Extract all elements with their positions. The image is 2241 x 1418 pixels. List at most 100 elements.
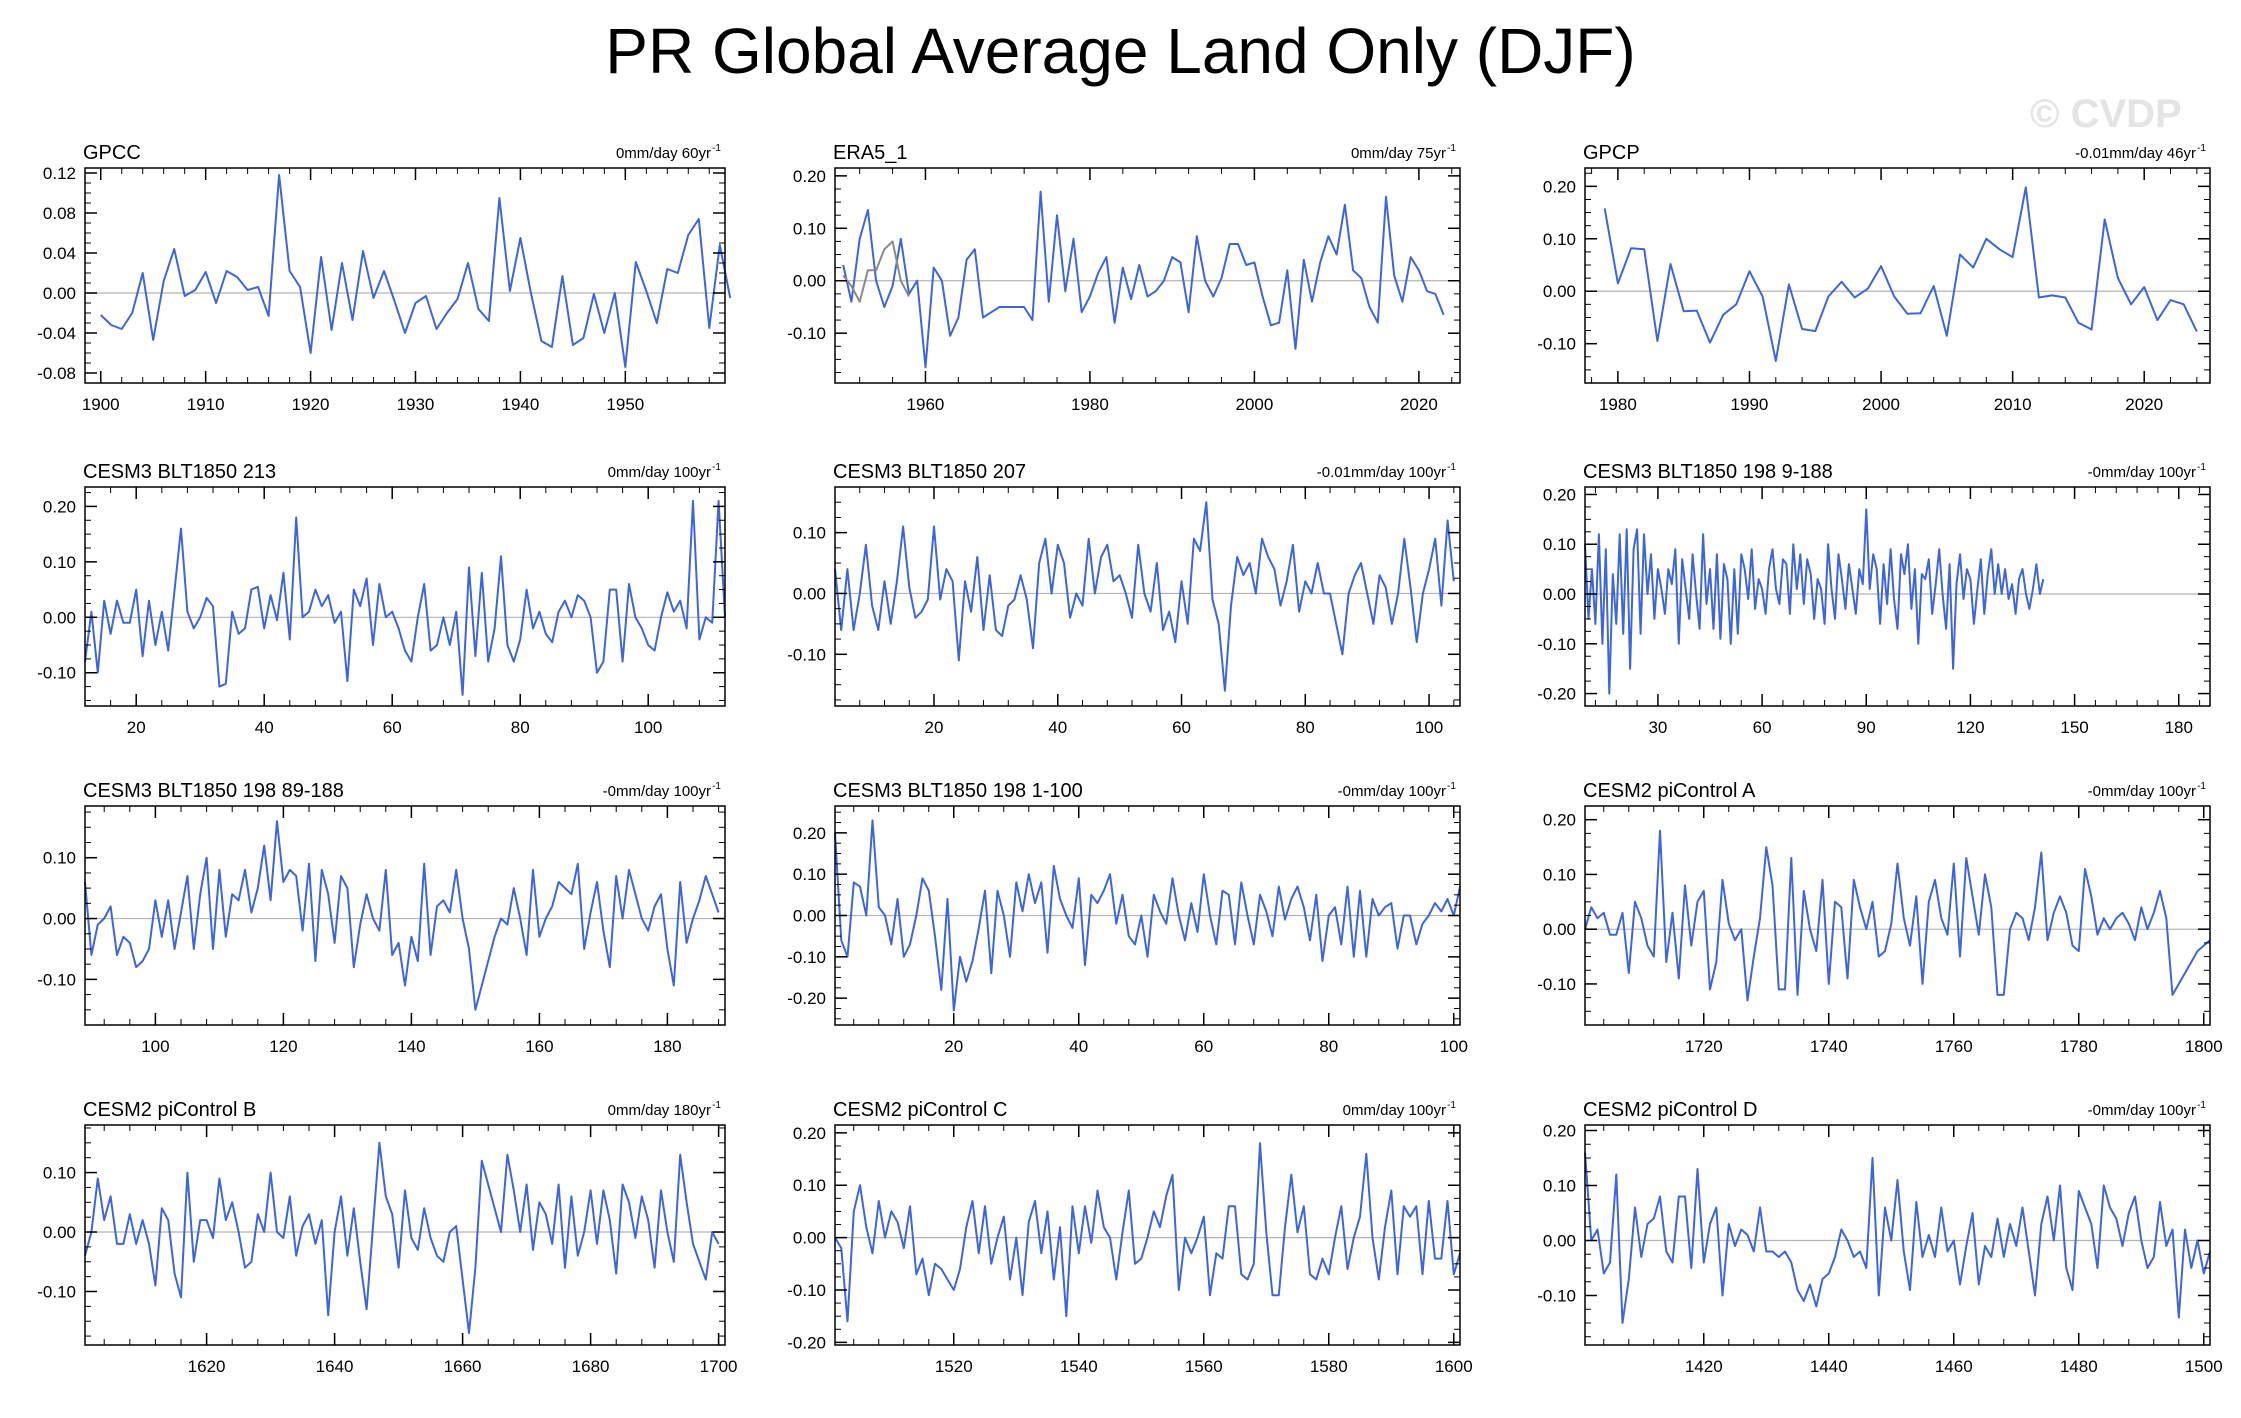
x-tick-label: 160 bbox=[525, 1037, 553, 1056]
x-tick-label: 20 bbox=[944, 1037, 963, 1056]
series-line bbox=[84, 1141, 720, 1335]
y-tick-label: -0.10 bbox=[787, 1281, 826, 1300]
panel-title: CESM3 BLT1850 207 bbox=[833, 461, 1026, 483]
plot-frame bbox=[84, 1124, 726, 1346]
series-line bbox=[100, 174, 732, 368]
x-tick-label: 40 bbox=[1069, 1037, 1088, 1056]
x-tick-label: 180 bbox=[2165, 718, 2193, 737]
x-tick-label: 1990 bbox=[1731, 395, 1769, 414]
trend-annotation-superscript: -1 bbox=[1447, 781, 1456, 792]
trend-annotation: 0mm/day 100yr bbox=[1343, 1102, 1446, 1119]
y-tick-label: -0.10 bbox=[37, 1282, 76, 1301]
y-tick-label: -0.04 bbox=[37, 324, 76, 343]
y-tick-label: -0.10 bbox=[1537, 335, 1576, 354]
y-tick-label: 0.00 bbox=[1543, 585, 1576, 604]
y-tick-label: 0.20 bbox=[793, 167, 826, 186]
y-tick-label: 0.10 bbox=[793, 865, 826, 884]
panel-11: -0.20 -0.10 0.00 0.10 0.20 1520 1540 1560 1580 16… bbox=[787, 1099, 1472, 1376]
x-tick-label: 2010 bbox=[1994, 395, 2032, 414]
x-tick-label: 1910 bbox=[187, 395, 225, 414]
y-tick-label: 0.00 bbox=[43, 910, 76, 929]
x-tick-label: 1620 bbox=[188, 1357, 226, 1376]
y-tick-label: 0.10 bbox=[43, 849, 76, 868]
trend-annotation: -0mm/day 100yr bbox=[2088, 464, 2196, 481]
x-tick-label: 100 bbox=[634, 718, 662, 737]
panel-title: CESM3 BLT1850 198 89-188 bbox=[83, 780, 344, 802]
series-line bbox=[1584, 508, 2045, 695]
x-tick-label: 90 bbox=[1857, 718, 1876, 737]
trend-annotation: -0mm/day 100yr bbox=[603, 783, 711, 800]
trend-annotation: -0.01mm/day 46yr bbox=[2075, 145, 2196, 162]
x-tick-label: 100 bbox=[141, 1037, 169, 1056]
x-tick-label: 1420 bbox=[1685, 1357, 1723, 1376]
y-tick-label: -0.10 bbox=[37, 970, 76, 989]
x-tick-label: 1940 bbox=[501, 395, 539, 414]
plot-frame bbox=[84, 486, 726, 707]
panel-title: CESM3 BLT1850 198 1-100 bbox=[833, 780, 1083, 802]
x-tick-label: 140 bbox=[397, 1037, 425, 1056]
x-tick-label: 1580 bbox=[1310, 1357, 1348, 1376]
trend-annotation-superscript: -1 bbox=[2197, 781, 2206, 792]
y-tick-label: -0.10 bbox=[787, 948, 826, 967]
trend-annotation-superscript: -1 bbox=[1447, 143, 1456, 154]
x-tick-label: 1930 bbox=[397, 395, 435, 414]
y-tick-label: 0.00 bbox=[1543, 282, 1576, 301]
panel-title: GPCP bbox=[1583, 142, 1640, 164]
y-tick-label: -0.10 bbox=[1537, 975, 1576, 994]
y-tick-label: 0.00 bbox=[793, 584, 826, 603]
y-tick-label: 0.00 bbox=[43, 608, 76, 627]
y-tick-label: 0.20 bbox=[793, 1124, 826, 1143]
x-tick-label: 2020 bbox=[1400, 395, 1438, 414]
trend-annotation: -0mm/day 100yr bbox=[2088, 783, 2196, 800]
panel-9: -0.10 0.00 0.10 0.20 1720 1740 1760 1780 1800 CES… bbox=[1537, 780, 2222, 1056]
plot-frame bbox=[834, 167, 1461, 384]
y-tick-label: -0.10 bbox=[787, 324, 826, 343]
trend-annotation-superscript: -1 bbox=[712, 462, 721, 473]
y-tick-label: 0.12 bbox=[43, 164, 76, 183]
series-line bbox=[84, 499, 726, 696]
plot-frame bbox=[1584, 805, 2211, 1026]
panel-7: -0.10 0.00 0.10 100 120 140 160 180 CESM3 BLT185… bbox=[37, 780, 726, 1056]
series-line bbox=[834, 819, 1461, 1012]
series-line bbox=[1584, 829, 2211, 1002]
x-tick-label: 80 bbox=[1319, 1037, 1338, 1056]
trend-annotation-superscript: -1 bbox=[1447, 462, 1456, 473]
panel-8: -0.20 -0.10 0.00 0.10 0.20 20 40 60 80 100 CESM3 B… bbox=[787, 780, 1468, 1056]
y-tick-label: 0.00 bbox=[43, 1223, 76, 1242]
x-tick-label: 20 bbox=[925, 718, 944, 737]
y-tick-label: 0.10 bbox=[1543, 865, 1576, 884]
panel-title: CESM2 piControl A bbox=[1583, 780, 1756, 802]
y-tick-label: 0.00 bbox=[43, 284, 76, 303]
trend-annotation: -0mm/day 100yr bbox=[2088, 1102, 2196, 1119]
panel-4: -0.10 0.00 0.10 0.20 20 40 60 80 100 CESM3 BLT185… bbox=[37, 461, 726, 737]
y-tick-label: -0.10 bbox=[1537, 635, 1576, 654]
x-tick-label: 60 bbox=[1172, 718, 1191, 737]
x-tick-label: 1600 bbox=[1435, 1357, 1473, 1376]
series-line bbox=[1584, 1152, 2211, 1324]
y-tick-label: -0.10 bbox=[1537, 1287, 1576, 1306]
x-tick-label: 2000 bbox=[1235, 395, 1273, 414]
x-tick-label: 1760 bbox=[1935, 1037, 1973, 1056]
trend-annotation-superscript: -1 bbox=[2197, 1100, 2206, 1111]
y-tick-label: -0.08 bbox=[37, 364, 76, 383]
y-tick-label: 0.20 bbox=[1543, 1122, 1576, 1141]
x-tick-label: 1960 bbox=[907, 395, 945, 414]
panel-1: -0.08 -0.04 0.00 0.04 0.08 0.12 1900 1910 1920 19… bbox=[37, 142, 732, 414]
x-tick-label: 1950 bbox=[606, 395, 644, 414]
x-tick-label: 120 bbox=[1956, 718, 1984, 737]
x-tick-label: 20 bbox=[127, 718, 146, 737]
y-tick-label: 0.00 bbox=[793, 1229, 826, 1248]
x-tick-label: 180 bbox=[653, 1037, 681, 1056]
y-tick-label: 0.04 bbox=[43, 244, 76, 263]
panel-title: CESM2 piControl C bbox=[833, 1099, 1008, 1121]
reference-series-line bbox=[842, 240, 910, 303]
plot-frame bbox=[834, 486, 1461, 707]
trend-annotation: 0mm/day 60yr bbox=[616, 145, 711, 162]
panel-2: -0.10 0.00 0.10 0.20 1960 1980 2000 2020 ERA5_1 0… bbox=[787, 142, 1461, 414]
x-tick-label: 80 bbox=[511, 718, 530, 737]
x-tick-label: 1560 bbox=[1185, 1357, 1223, 1376]
x-tick-label: 60 bbox=[383, 718, 402, 737]
figure-title: PR Global Average Land Only (DJF) bbox=[605, 15, 1636, 87]
x-tick-label: 1460 bbox=[1935, 1357, 1973, 1376]
